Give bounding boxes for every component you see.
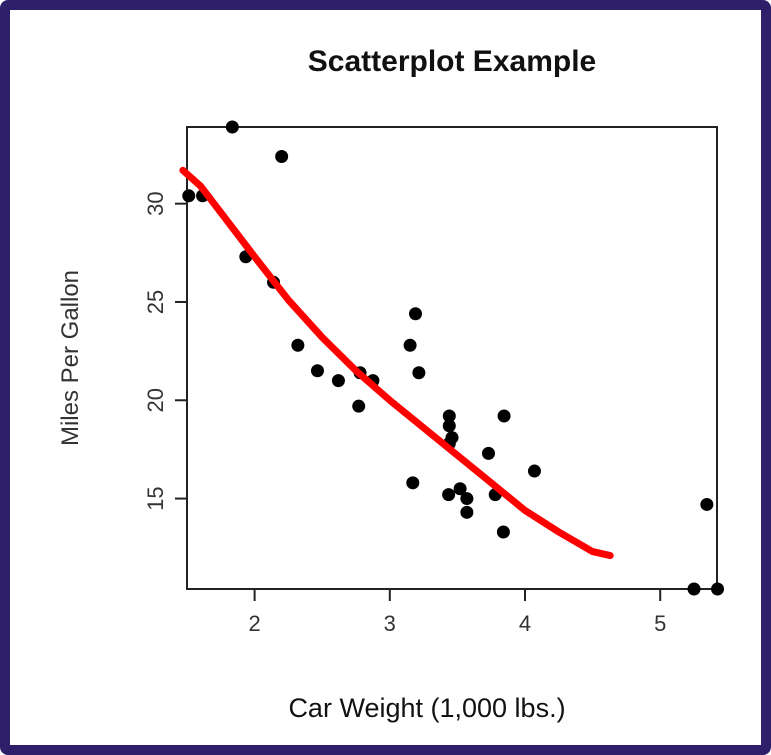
data-point <box>442 419 456 433</box>
data-point <box>527 464 541 478</box>
data-point <box>496 525 510 539</box>
data-point <box>442 409 456 423</box>
plot-area <box>186 126 718 590</box>
data-point <box>331 374 345 388</box>
data-point <box>412 366 426 380</box>
x-tick-label: 4 <box>519 611 531 636</box>
data-layer <box>179 120 725 596</box>
data-point <box>453 482 467 496</box>
y-tick-label: 20 <box>143 388 168 412</box>
y-axis-label: Miles Per Gallon <box>57 270 84 446</box>
y-axis: 15 20 25 30 <box>143 191 187 511</box>
data-point <box>403 338 417 352</box>
data-point <box>460 505 474 519</box>
x-axis-label: Car Weight (1,000 lbs.) <box>288 693 565 723</box>
x-tick-label: 2 <box>248 611 260 636</box>
data-point <box>352 399 366 413</box>
y-tick-label: 25 <box>143 290 168 314</box>
data-point <box>711 582 725 596</box>
chart-title: Scatterplot Example <box>308 45 596 78</box>
data-point <box>482 446 496 460</box>
data-point <box>442 488 456 502</box>
y-tick-label: 15 <box>143 486 168 510</box>
y-tick-label: 30 <box>143 191 168 215</box>
data-point <box>310 364 324 378</box>
data-point <box>687 582 701 596</box>
data-point <box>445 431 459 445</box>
fit-curve <box>179 166 614 560</box>
data-point <box>291 338 305 352</box>
x-tick-label: 3 <box>384 611 396 636</box>
data-point <box>700 497 714 511</box>
data-point <box>182 189 196 203</box>
x-tick-label: 5 <box>654 611 666 636</box>
data-point <box>225 120 239 134</box>
data-point <box>408 307 422 321</box>
data-point <box>406 476 420 490</box>
data-point <box>275 149 289 163</box>
data-point <box>497 409 511 423</box>
scatter-points <box>182 120 725 596</box>
data-point <box>460 492 474 506</box>
x-axis: 2 3 4 5 <box>248 589 666 636</box>
